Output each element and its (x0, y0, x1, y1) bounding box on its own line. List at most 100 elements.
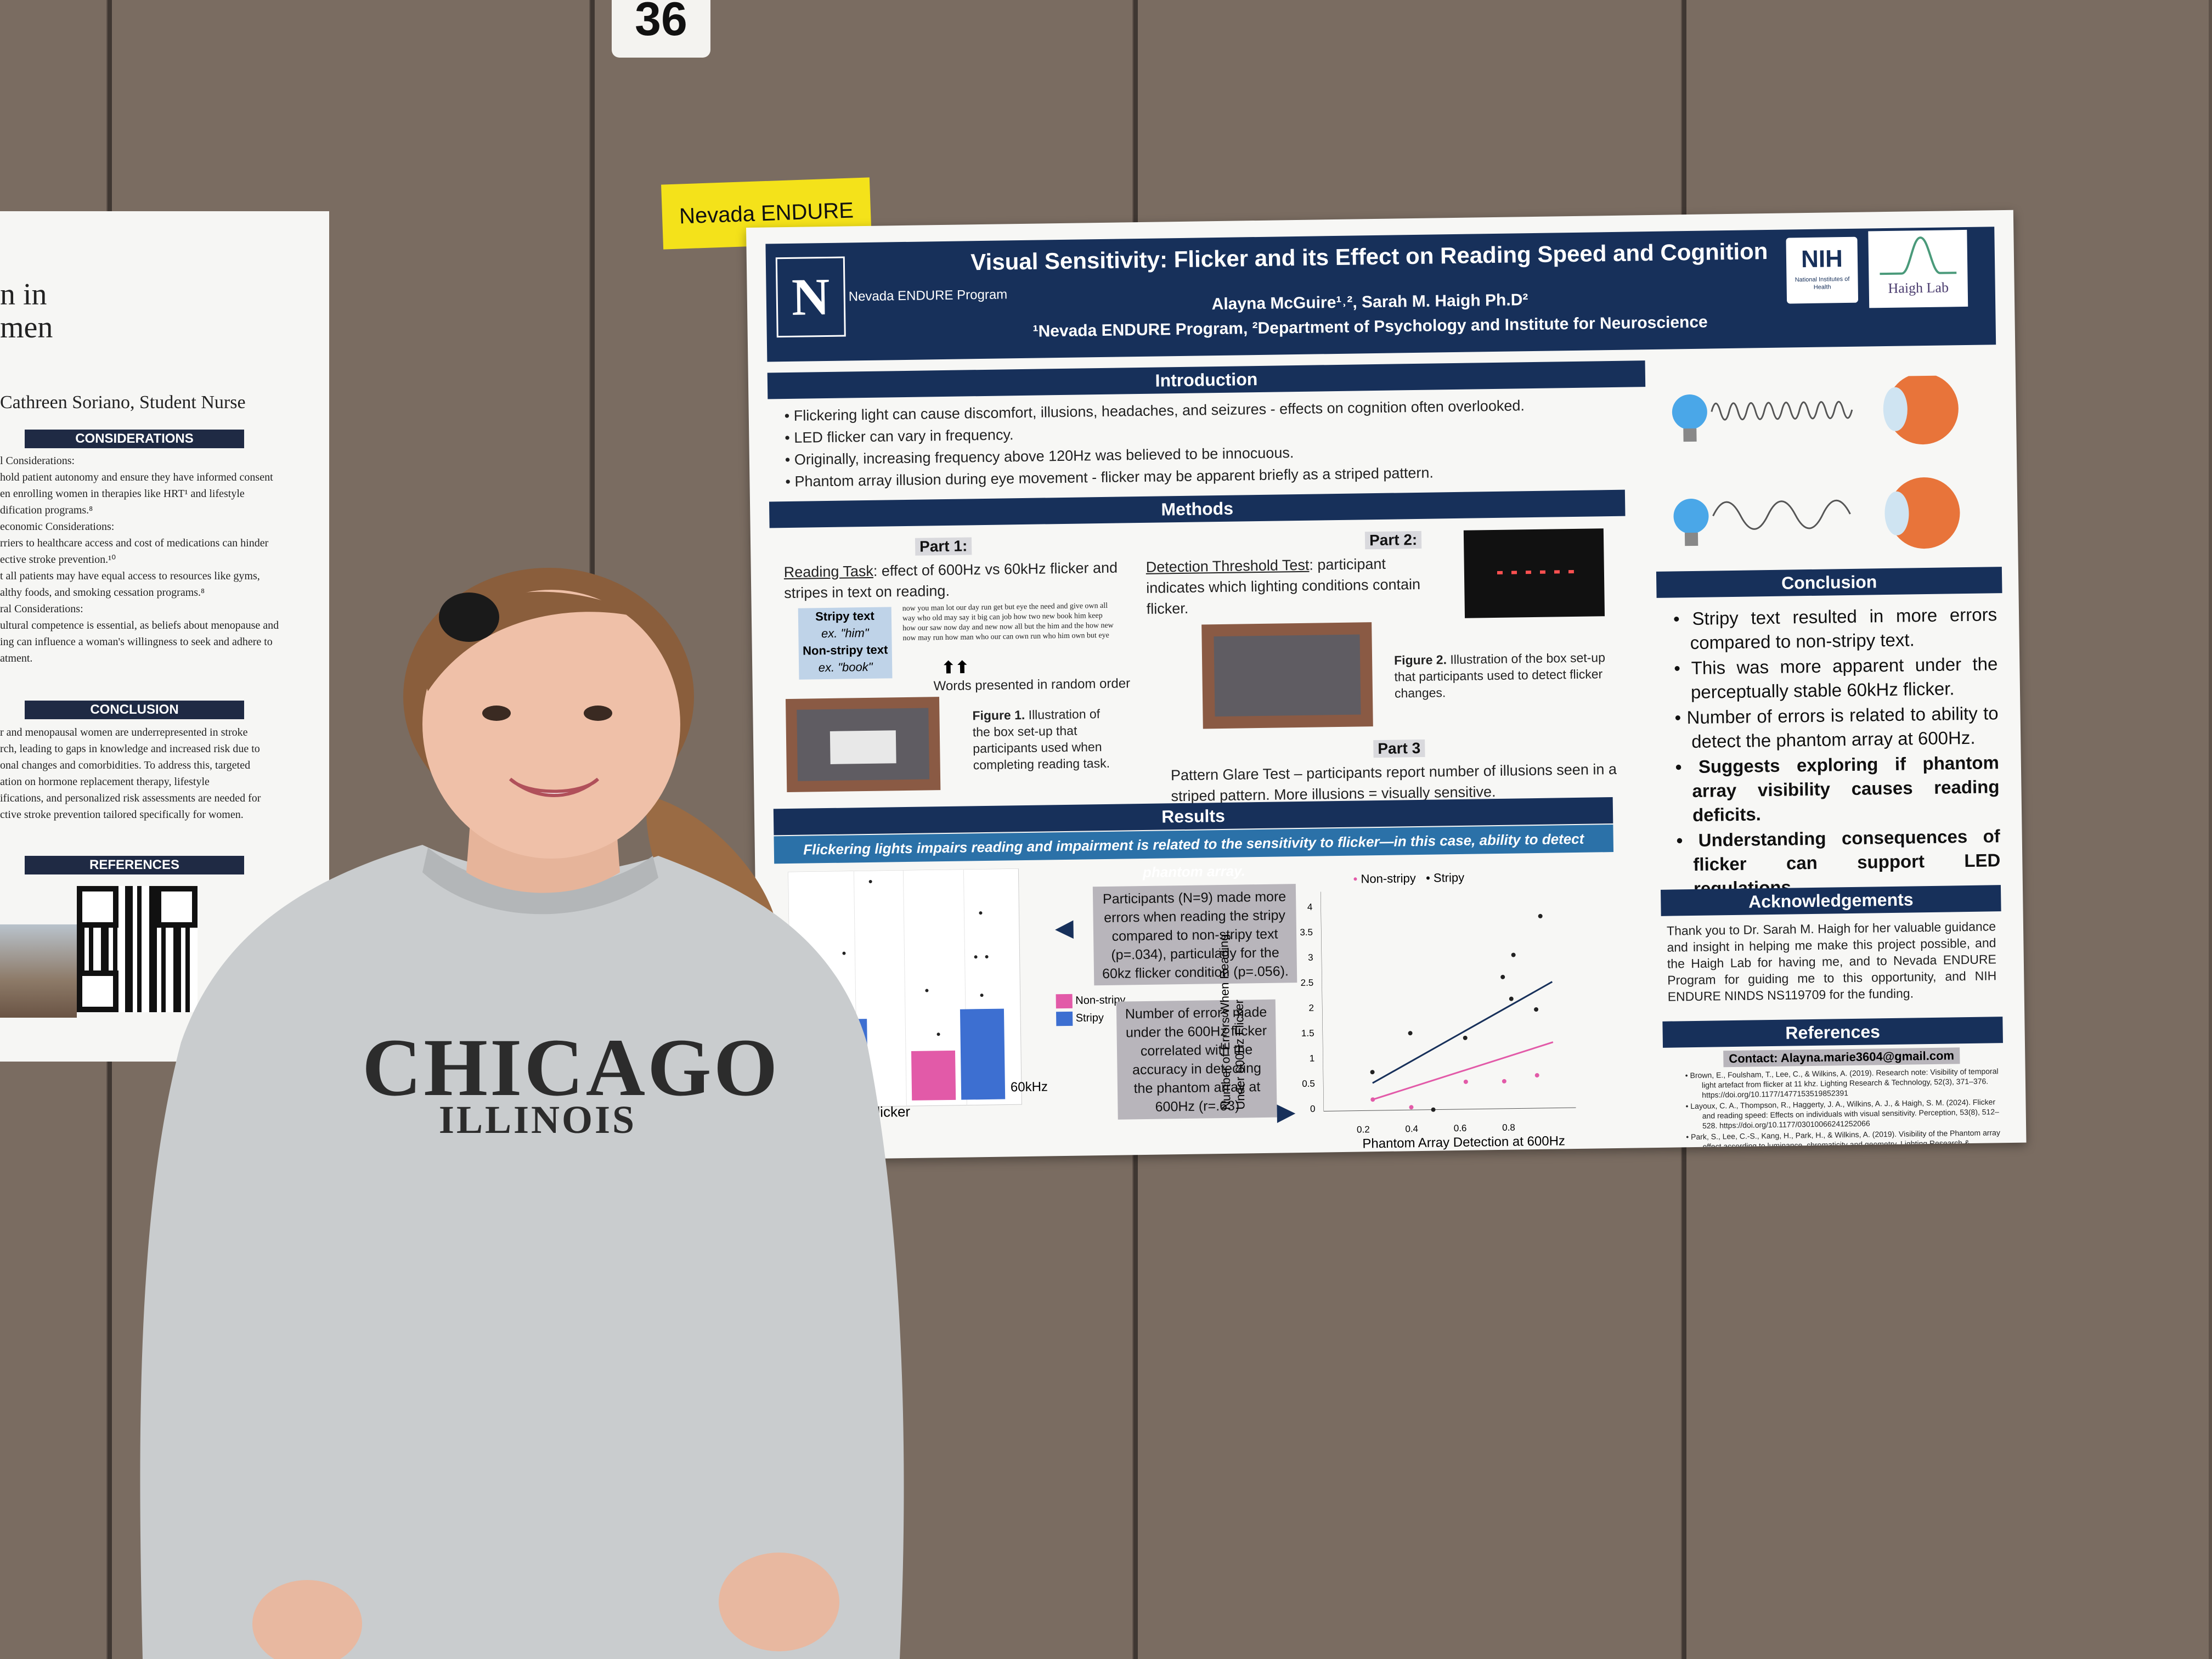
bar-stripy-600hz (823, 1019, 868, 1102)
left-poster-considerations: l Considerations: hold patient autonomy … (0, 453, 324, 667)
scatter-y-ticks: 4 3.5 3 2.5 2 1.5 1 0.5 0 (1296, 895, 1316, 1122)
poster-title: Visual Sensitivity: Flicker and its Effe… (970, 238, 1768, 275)
conclusion-header: Conclusion (1656, 567, 2002, 598)
x-tick: 0.8 (1502, 1122, 1515, 1133)
figure2-label: Figure 2. (1393, 652, 1447, 668)
figure2-caption: Figure 2. Illustration of the box set-up… (1394, 649, 1614, 702)
eye-icon (1884, 477, 1960, 549)
bullet: • Suggests exploring if phantom array vi… (1675, 752, 2000, 826)
text-line: r and menopausal women are underrepresen… (0, 726, 248, 738)
nonstripy-text-label: Non-stripy text (802, 642, 888, 658)
eye-icon (1883, 375, 1959, 445)
text-line: ing can influence a woman's willingness … (0, 636, 273, 648)
part1-label: Part 1: (915, 537, 972, 556)
bullet: • Stripy text resulted in more errors co… (1673, 604, 1997, 653)
text-line: ral Considerations: (0, 603, 83, 615)
text-line: economic Considerations: (0, 521, 115, 533)
part1-description: Reading Task: effect of 600Hz vs 60kHz f… (784, 557, 1158, 603)
reading-box-illustration (786, 697, 941, 793)
nih-logo-text: NIH (1801, 245, 1843, 273)
left-poster: n in men Cathreen Soriano, Student Nurse… (0, 211, 329, 1062)
lightbulb-icon (1673, 499, 1709, 546)
text-line: ultural competence is essential, as beli… (0, 619, 279, 631)
nih-logo-subtext: National Institutes of Health (1795, 275, 1850, 291)
text-line: t all patients may have equal access to … (0, 570, 260, 582)
left-poster-considerations-header: CONSIDERATIONS (25, 430, 244, 448)
flicker-eye-illustration (1672, 375, 1960, 549)
text-line: onal changes and comorbidities. To addre… (0, 759, 251, 771)
scatter-y-label: Number of Errors When Reading Under 600H… (1217, 934, 1248, 1110)
part1-task-label: Reading Task (783, 562, 874, 581)
detection-box-illustration (1201, 622, 1373, 729)
part3-label: Part 3 (1373, 739, 1425, 758)
poster-header: N Nevada ENDURE Program Visual Sensitivi… (765, 227, 1996, 362)
text-line: en enrolling women in therapies like HRT… (0, 488, 245, 500)
y-tick: 1 (1309, 1053, 1315, 1064)
left-poster-author: Cathreen Soriano, Student Nurse (0, 392, 246, 413)
lightbulb-icon (1672, 394, 1707, 442)
text-line: rch, leading to gaps in knowledge and in… (0, 743, 260, 755)
left-poster-references-header: REFERENCES (25, 856, 244, 874)
text-line: ctive stroke prevention tailored specifi… (0, 809, 244, 821)
stripy-example: ex. "him" (821, 625, 869, 641)
bullet: • Number of errors is related to ability… (1674, 703, 1999, 752)
figure1-label: Figure 1. (972, 707, 1025, 723)
legend-swatch-nonstripy (1056, 994, 1073, 1009)
arrow-up-icon: ⬆⬆ (941, 658, 969, 678)
fit-line-stripy (1372, 981, 1553, 1084)
y-tick: 0 (1310, 1103, 1316, 1114)
nih-logo: NIH National Institutes of Health (1786, 236, 1859, 304)
y-tick: 0.5 (1302, 1078, 1316, 1090)
scatter-legend-stripy: Stripy (1433, 870, 1465, 885)
campus-image (0, 924, 77, 1018)
arrow-right-icon: ▶ (1277, 1098, 1296, 1126)
text-line: ifications, and personalized risk assess… (0, 792, 261, 804)
y-tick: 3 (1308, 952, 1313, 963)
acknowledgements-header: Acknowledgements (1661, 885, 2001, 916)
booth-number-card: 36 (612, 0, 710, 58)
text-line: dification programs.⁸ (0, 504, 93, 516)
bar-x-label: Flicker (868, 1103, 911, 1121)
introduction-header: Introduction (767, 360, 1646, 399)
results-finding-1: Participants (N=9) made more errors when… (1092, 884, 1297, 986)
left-poster-title-fragment: men (0, 311, 53, 345)
y-tick: 3.5 (1300, 927, 1313, 938)
y-tick: 2 (1308, 1002, 1314, 1013)
left-poster-conclusion: r and menopausal women are underrepresen… (0, 724, 324, 823)
stripy-text-label: Stripy text (815, 608, 874, 624)
scatter-x-ticks: 0.2 0.4 0.6 0.8 (1357, 1121, 1576, 1136)
legend-stripy: Stripy (1075, 1012, 1104, 1025)
text-line: rriers to healthcare access and cost of … (0, 537, 269, 549)
bar-legend: Non-stripy Stripy (1056, 993, 1126, 1026)
text-line: althy foods, and smoking cessation progr… (0, 586, 205, 599)
nevada-logo: N (775, 256, 846, 338)
results-finding-2: Number of errors made under the 600Hz fl… (1116, 999, 1277, 1120)
haigh-lab-text: Haigh Lab (1888, 279, 1949, 296)
random-word-sample: now you man lot our day run get but eye … (902, 601, 1114, 643)
scatter-legend: • Non-stripy • Stripy (1353, 870, 1465, 886)
qr-code (77, 886, 198, 1012)
text-line: ation on hormone replacement therapy, li… (0, 776, 210, 788)
y-tick: 4 (1307, 901, 1313, 912)
part2-description: Detection Threshold Test: participant in… (1146, 552, 1443, 619)
x-tick: 0.4 (1405, 1124, 1419, 1135)
references-header: References (1662, 1017, 2003, 1048)
haigh-lab-wave-icon (1880, 236, 1957, 275)
introduction-bullets: • Flickering light can cause discomfort,… (768, 393, 1647, 493)
contact-email: Contact: Alayna.marie3604@gmail.com (1723, 1047, 1960, 1068)
arrow-left-icon: ◀ (1054, 914, 1074, 942)
y-tick: 2.5 (1300, 977, 1314, 989)
acknowledgements-text: Thank you to Dr. Sarah M. Haigh for her … (1666, 919, 1997, 1004)
bullet: • This was more apparent under the perce… (1674, 653, 1998, 703)
random-order-caption: Words presented in random order (933, 676, 1131, 694)
part2-label: Part 2: (1364, 531, 1422, 550)
text-line: l Considerations: (0, 455, 75, 467)
text-type-legend: Stripy text ex. "him" Non-stripy text ex… (798, 607, 893, 680)
fit-line-nonstripy (1372, 1041, 1554, 1101)
bar-nonstripy-60khz (911, 1050, 956, 1101)
phantom-array-photo (1463, 528, 1605, 618)
legend-swatch-stripy (1056, 1011, 1073, 1026)
scatter-plot (1321, 891, 1576, 1112)
haigh-lab-logo: Haigh Lab (1868, 229, 1968, 308)
text-line: hold patient autonomy and ensure they ha… (0, 471, 273, 483)
